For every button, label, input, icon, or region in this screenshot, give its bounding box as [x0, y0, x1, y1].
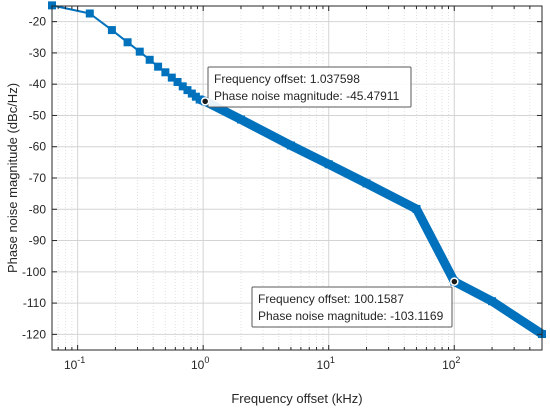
series-marker	[488, 297, 497, 306]
y-tick-label: -110	[23, 296, 46, 310]
series-marker	[412, 204, 421, 213]
datatip-box	[251, 286, 453, 328]
axis-ticks	[52, 6, 542, 350]
y-tick-label: -60	[29, 140, 47, 154]
series-marker	[145, 55, 154, 64]
series-marker	[107, 26, 116, 35]
series-marker	[183, 86, 191, 94]
y-tick-label: -40	[29, 77, 47, 91]
x-tick-label: 100	[191, 355, 209, 372]
series-marker	[236, 115, 245, 124]
datatip-line-2: Phase noise magnitude: -45.47911	[214, 89, 400, 103]
series-marker	[154, 62, 163, 71]
series-marker	[135, 47, 144, 56]
datatip-point[interactable]	[200, 97, 210, 106]
series-marker	[192, 93, 200, 101]
series-marker	[324, 160, 333, 169]
y-axis-label: Phase noise magnitude (dBc/Hz)	[5, 83, 20, 273]
series-marker	[85, 9, 94, 18]
datatip-box	[207, 66, 412, 108]
series-marker	[168, 74, 176, 82]
x-tick-label: 10-1	[64, 355, 85, 372]
y-tick-label: -50	[29, 108, 47, 122]
x-tick-label: 101	[317, 355, 335, 372]
x-axis-label: Frequency offset (kHz)	[231, 391, 362, 406]
y-tick-label: -30	[29, 46, 47, 60]
datatips: Frequency offset: 1.037598 Phase noise ma…	[200, 66, 459, 328]
series-marker	[196, 96, 204, 104]
y-tick-label: -20	[29, 15, 47, 29]
series-marker	[362, 179, 371, 188]
y-tick-label: -120	[22, 327, 46, 341]
datatip-line-1: Frequency offset: 100.1587	[258, 292, 404, 306]
y-tick-label: -100	[22, 265, 46, 279]
datatip-line-2: Phase noise magnitude: -103.1169	[258, 309, 444, 323]
datatip[interactable]: Frequency offset: 1.037598 Phase noise ma…	[200, 66, 412, 108]
series-marker	[174, 78, 182, 86]
series-marker	[123, 38, 132, 47]
datatip-point[interactable]	[450, 277, 459, 286]
x-tick-label: 102	[442, 355, 460, 372]
datatip[interactable]: Frequency offset: 100.1587 Phase noise ma…	[251, 277, 459, 328]
series-marker	[286, 141, 295, 150]
x-tick-labels: 10-1 100 101 102	[64, 355, 460, 372]
series-marker	[179, 82, 187, 90]
y-tick-labels: -20 -30 -40 -50 -60 -70 -80 -90 -100 -110 -120	[22, 15, 46, 342]
y-tick-label: -70	[29, 171, 47, 185]
series-marker	[161, 68, 169, 76]
series-group	[48, 1, 546, 339]
y-tick-label: -80	[29, 202, 47, 216]
series-marker	[188, 90, 196, 98]
y-tick-label: -90	[29, 234, 47, 248]
datatip-line-1: Frequency offset: 1.037598	[214, 72, 360, 86]
